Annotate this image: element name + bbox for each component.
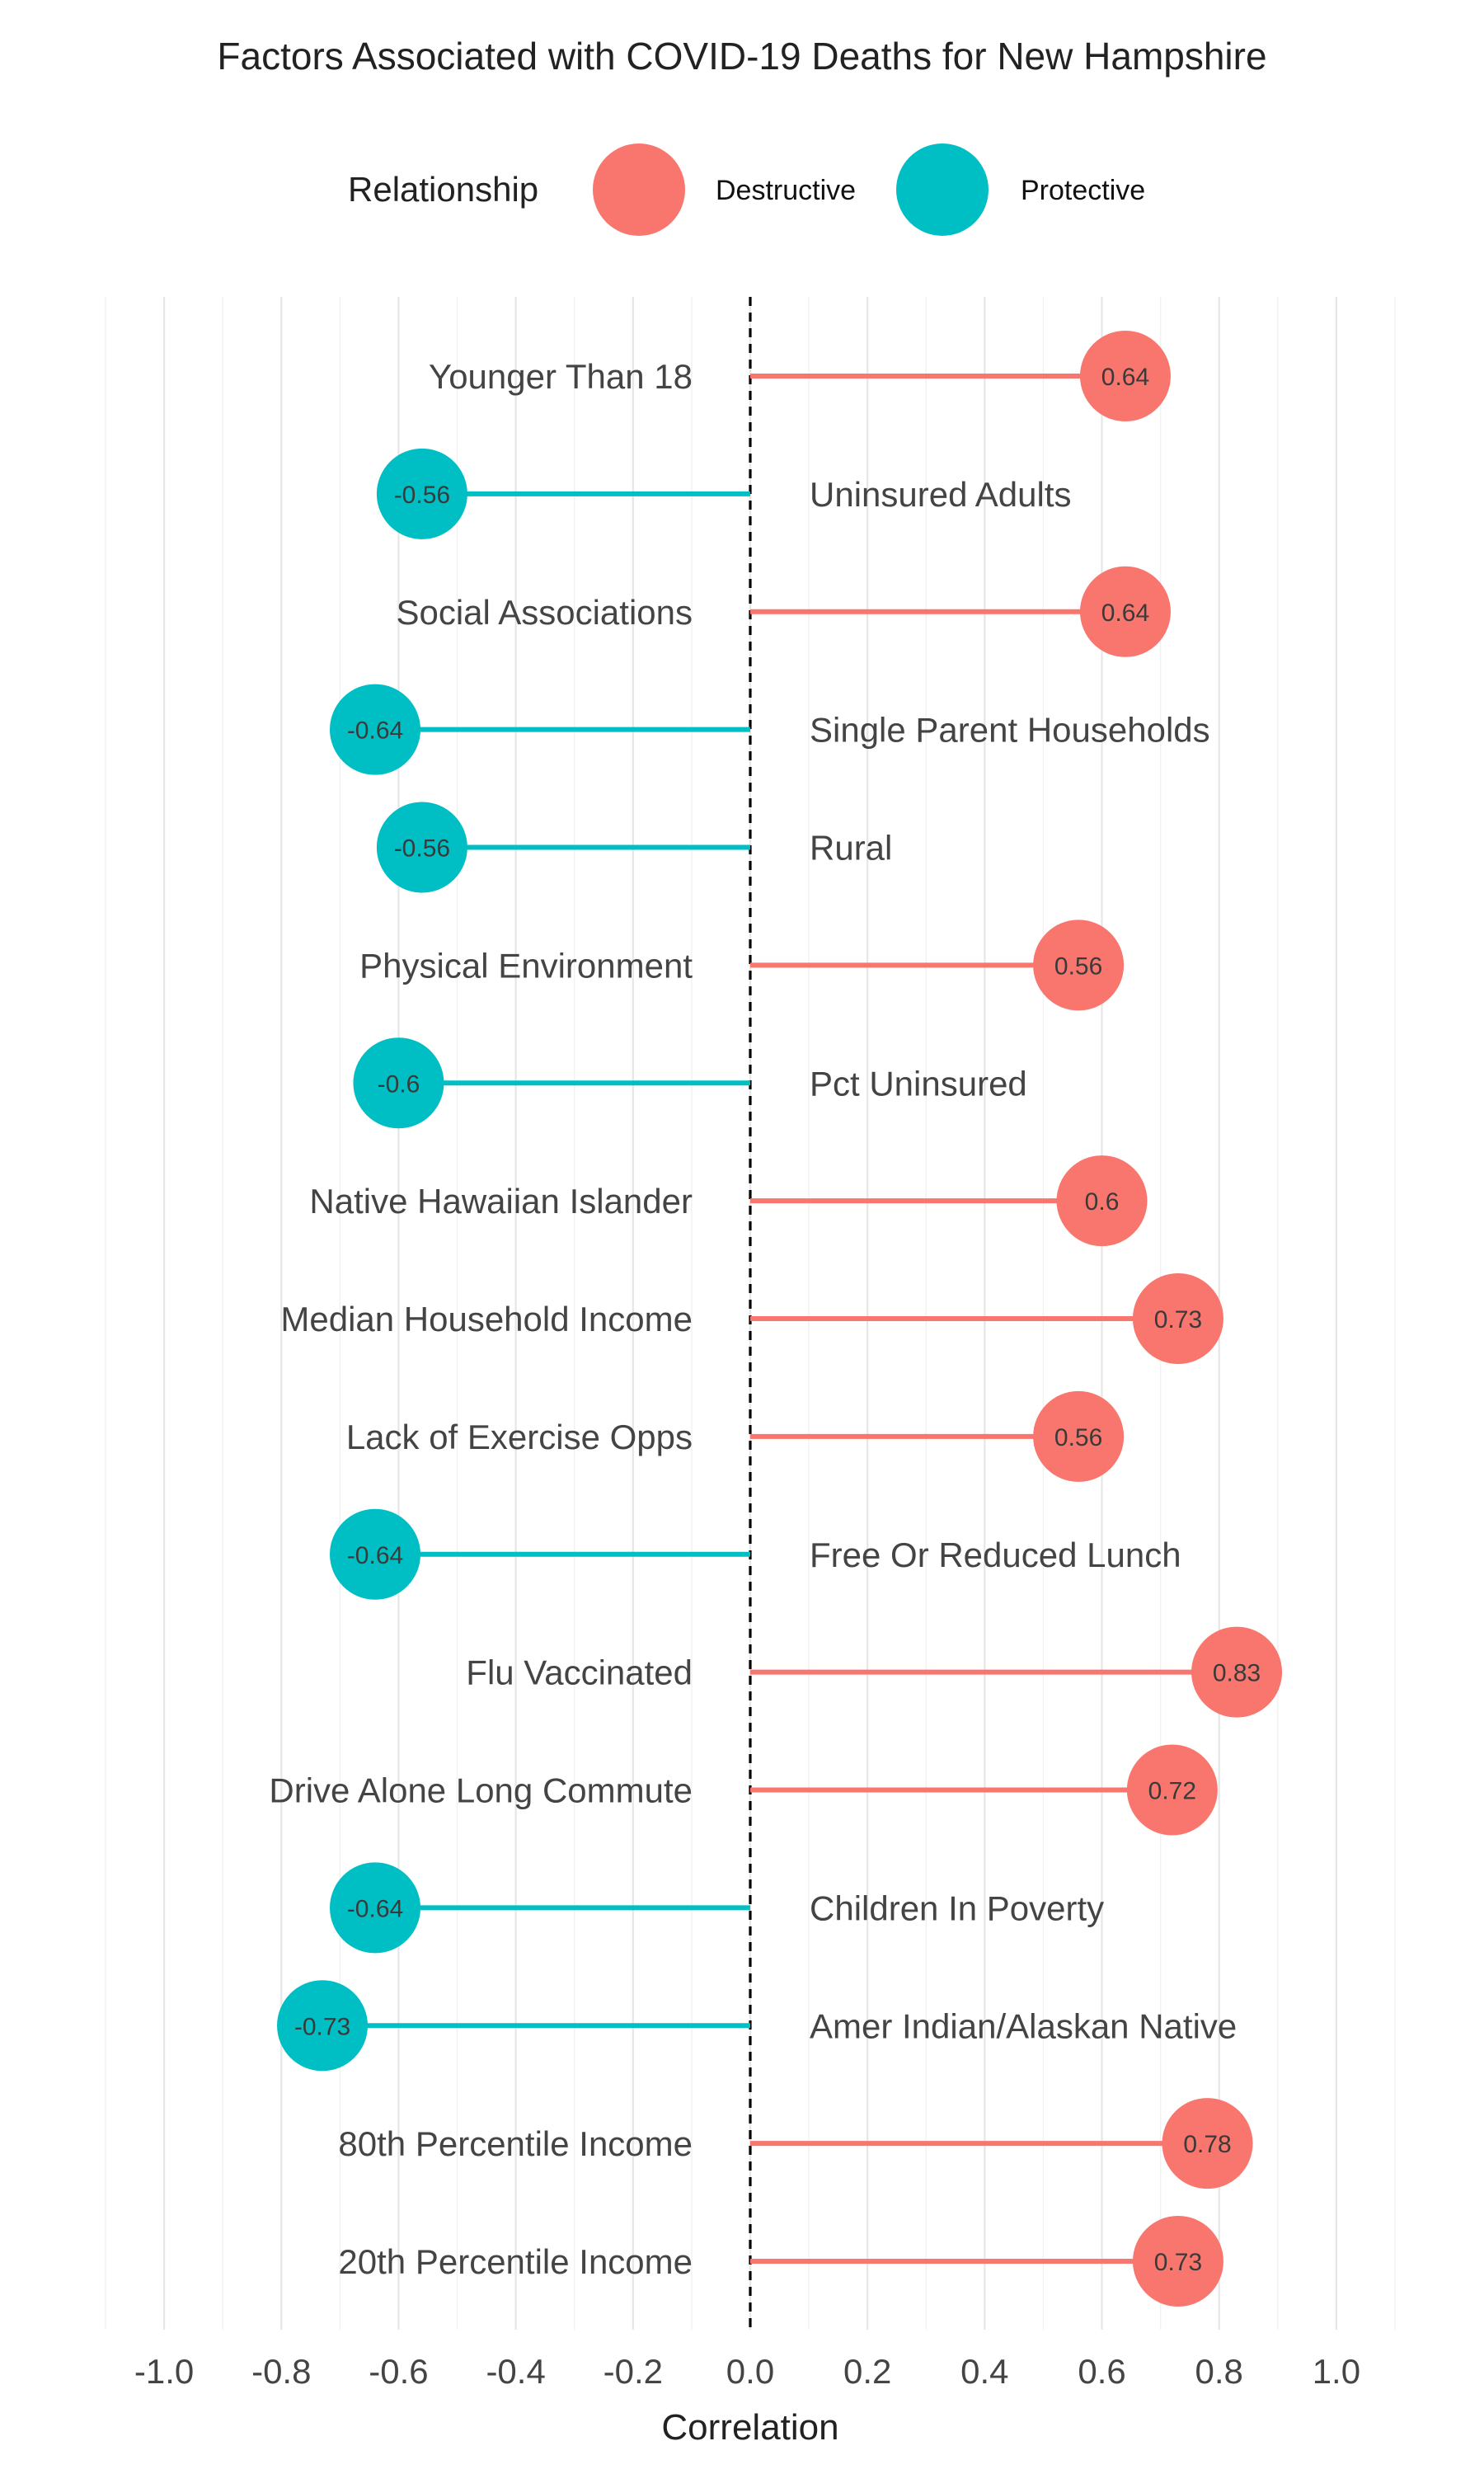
lollipop-drive-alone-long-commute: 0.72 Drive Alone Long Commute (269, 1744, 1218, 1836)
category-label: Free Or Reduced Lunch (810, 1536, 1181, 1574)
lollipop-point (1079, 566, 1171, 657)
value-label: 0.64 (1101, 600, 1149, 627)
category-label: Native Hawaiian Islander (309, 1182, 693, 1221)
lollipop-point (1132, 1273, 1223, 1364)
value-label: -0.73 (294, 2013, 350, 2040)
category-label: 80th Percentile Income (338, 2124, 693, 2163)
legend-key-protective (896, 143, 989, 236)
value-label: 0.73 (1154, 2249, 1202, 2276)
lollipop-point (1033, 1390, 1125, 1482)
value-label: 0.56 (1054, 1424, 1102, 1451)
lollipop-free-or-reduced-lunch: -0.64 Free Or Reduced Lunch (330, 1508, 1181, 1600)
value-label: -0.64 (347, 1895, 403, 1922)
lollipop-physical-environment: 0.56 Physical Environment (359, 920, 1125, 1011)
legend-label-destructive: Destructive (716, 175, 856, 206)
category-label: Median Household Income (280, 1300, 693, 1338)
x-tick-label: 0.8 (1195, 2352, 1243, 2391)
lollipop-point (330, 1862, 421, 1954)
value-label: 0.64 (1101, 364, 1149, 391)
lollipop-point (330, 1508, 421, 1600)
category-label: Younger Than 18 (429, 357, 693, 396)
x-tick-label: -0.8 (251, 2352, 311, 2391)
chart-marks: 0.64 Younger Than 18 -0.56 Uninsured Adults… (269, 331, 1283, 2307)
category-label: Drive Alone Long Commute (269, 1771, 693, 1810)
lollipop-point (353, 1037, 444, 1129)
value-label: -0.56 (394, 835, 450, 863)
lollipop-pct-uninsured: -0.6 Pct Uninsured (353, 1037, 1027, 1129)
lollipop-rural: -0.56 Rural (376, 802, 892, 893)
lollipop-flu-vaccinated: 0.83 Flu Vaccinated (466, 1626, 1283, 1718)
lollipop-lack-of-exercise-opps: 0.56 Lack of Exercise Opps (346, 1390, 1125, 1482)
lollipop-80th-percentile-income: 0.78 80th Percentile Income (338, 2098, 1253, 2189)
value-label: -0.64 (347, 1542, 403, 1569)
lollipop-20th-percentile-income: 0.73 20th Percentile Income (338, 2216, 1223, 2307)
lollipop-point (1126, 1744, 1218, 1836)
category-label: Lack of Exercise Opps (346, 1418, 693, 1456)
lollipop-children-in-poverty: -0.64 Children In Poverty (330, 1862, 1104, 1954)
x-tick-label: 0.4 (960, 2352, 1008, 2391)
x-tick-label: -0.2 (603, 2352, 663, 2391)
lollipop-single-parent-households: -0.64 Single Parent Households (330, 684, 1210, 775)
category-label: Physical Environment (359, 946, 693, 985)
value-label: 0.73 (1154, 1306, 1202, 1333)
lollipop-amer-indian-alaskan-native: -0.73 Amer Indian/Alaskan Native (277, 1980, 1237, 2072)
lollipop-point (1191, 1626, 1283, 1718)
lollipop-point (1162, 2098, 1253, 2189)
value-label: 0.72 (1148, 1778, 1196, 1805)
category-label: Pct Uninsured (810, 1064, 1027, 1103)
legend: Relationship Destructive Protective (348, 143, 1145, 236)
x-tick-label: -0.6 (369, 2352, 428, 2391)
category-label: Uninsured Adults (810, 475, 1072, 514)
category-label: Flu Vaccinated (466, 1653, 693, 1692)
lollipop-median-household-income: 0.73 Median Household Income (280, 1273, 1223, 1364)
legend-key-destructive (593, 143, 685, 236)
chart-title: Factors Associated with COVID-19 Deaths … (217, 35, 1266, 78)
lollipop-point (277, 1980, 369, 2072)
lollipop-social-associations: 0.64 Social Associations (396, 566, 1171, 657)
legend-label-protective: Protective (1021, 175, 1145, 206)
category-label: Social Associations (396, 593, 693, 632)
x-axis: -1.0 -0.8 -0.6 -0.4 -0.2 0.0 0.2 0.4 0.6 0.8 1.0 (134, 2352, 1360, 2391)
x-tick-label: 0.2 (843, 2352, 891, 2391)
category-label: Children In Poverty (810, 1888, 1104, 1927)
legend-title: Relationship (348, 170, 538, 209)
value-label: 0.83 (1213, 1660, 1261, 1687)
category-label: 20th Percentile Income (338, 2242, 693, 2281)
x-tick-label: 1.0 (1313, 2352, 1360, 2391)
value-label: -0.56 (394, 482, 450, 509)
lollipop-younger-than-18: 0.64 Younger Than 18 (429, 331, 1171, 421)
lollipop-point (1056, 1155, 1148, 1247)
value-label: -0.6 (378, 1070, 420, 1098)
lollipop-point (1033, 920, 1125, 1011)
lollipop-point (1132, 2216, 1223, 2307)
x-tick-label: 0.6 (1078, 2352, 1125, 2391)
category-label: Rural (810, 829, 892, 868)
value-label: -0.64 (347, 717, 403, 745)
category-label: Amer Indian/Alaskan Native (810, 2006, 1237, 2045)
lollipop-point (376, 448, 467, 539)
category-label: Single Parent Households (810, 711, 1210, 750)
x-tick-label: -1.0 (134, 2352, 194, 2391)
x-axis-title: Correlation (661, 2407, 838, 2448)
x-tick-label: -0.4 (486, 2352, 545, 2391)
lollipop-uninsured-adults: -0.56 Uninsured Adults (376, 448, 1072, 539)
lollipop-point (1079, 331, 1171, 421)
value-label: 0.78 (1183, 2131, 1231, 2158)
x-tick-label: 0.0 (726, 2352, 774, 2391)
lollipop-point (330, 684, 421, 775)
lollipop-point (376, 802, 467, 893)
lollipop-native-hawaiian-islander: 0.6 Native Hawaiian Islander (309, 1155, 1148, 1247)
value-label: 0.6 (1085, 1188, 1120, 1216)
value-label: 0.56 (1054, 952, 1102, 980)
